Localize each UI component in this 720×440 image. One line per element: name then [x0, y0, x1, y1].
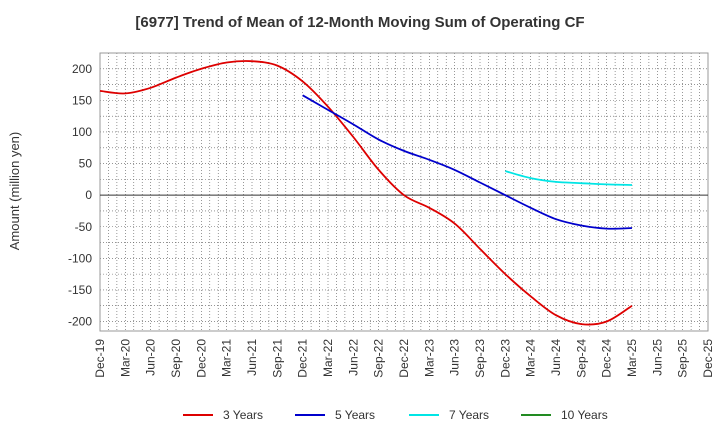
- chart-title: [6977] Trend of Mean of 12-Month Moving …: [135, 14, 585, 31]
- y-tick-label: -150: [68, 283, 92, 297]
- y-tick-label: 50: [79, 157, 93, 171]
- plot-border: [99, 52, 709, 332]
- y-tick-label: -50: [75, 220, 93, 234]
- series-line-7-years: [505, 170, 633, 186]
- x-tick-label: Mar-20: [118, 339, 132, 377]
- series-line-5-years: [302, 94, 633, 230]
- x-tick-label: Jun-21: [245, 339, 259, 376]
- x-tick-label: Jun-23: [448, 339, 462, 376]
- y-tick-label: -100: [68, 251, 92, 265]
- x-tick-label: Sep-21: [270, 339, 284, 378]
- legend-label-10-years: 10 Years: [561, 408, 608, 422]
- x-tick-label: Sep-20: [169, 339, 183, 378]
- x-tick-label: Mar-22: [321, 339, 335, 377]
- x-tick-label: Dec-21: [296, 339, 310, 378]
- x-tick-label: Mar-21: [220, 339, 234, 377]
- y-tick-label: 200: [72, 62, 92, 76]
- grid: [100, 53, 708, 331]
- y-tick-label: 0: [85, 188, 92, 202]
- x-tick-label: Jun-20: [144, 339, 158, 376]
- x-tick-label: Dec-22: [397, 339, 411, 378]
- x-tick-label: Dec-24: [600, 339, 614, 378]
- legend: 3 Years 5 Years 7 Years 10 Years: [183, 408, 608, 422]
- x-tick-label: Jun-25: [650, 339, 664, 376]
- x-tick-label: Jun-24: [549, 339, 563, 376]
- x-tick-label: Dec-20: [194, 339, 208, 378]
- series-lines: [99, 60, 633, 326]
- x-tick-label: Dec-23: [498, 339, 512, 378]
- legend-label-7-years: 7 Years: [449, 408, 489, 422]
- legend-label-3-years: 3 Years: [223, 408, 263, 422]
- x-tick-label: Sep-25: [676, 339, 690, 378]
- x-tick-label: Sep-24: [574, 339, 588, 378]
- y-tick-label: 100: [72, 125, 92, 139]
- series-line-3-years: [99, 60, 633, 326]
- x-tick-label: Sep-23: [473, 339, 487, 378]
- x-tick-label: Dec-25: [701, 339, 715, 378]
- x-tick-label: Dec-19: [93, 339, 107, 378]
- legend-label-5-years: 5 Years: [335, 408, 375, 422]
- x-tick-label: Sep-22: [372, 339, 386, 378]
- x-tick-label: Mar-25: [625, 339, 639, 377]
- y-tick-label: -200: [68, 315, 92, 329]
- y-tick-label: 150: [72, 93, 92, 107]
- x-tick-label: Jun-22: [346, 339, 360, 376]
- y-axis-label: Amount (million yen): [7, 132, 22, 251]
- x-tick-label: Mar-23: [422, 339, 436, 377]
- x-tick-label: Mar-24: [524, 339, 538, 377]
